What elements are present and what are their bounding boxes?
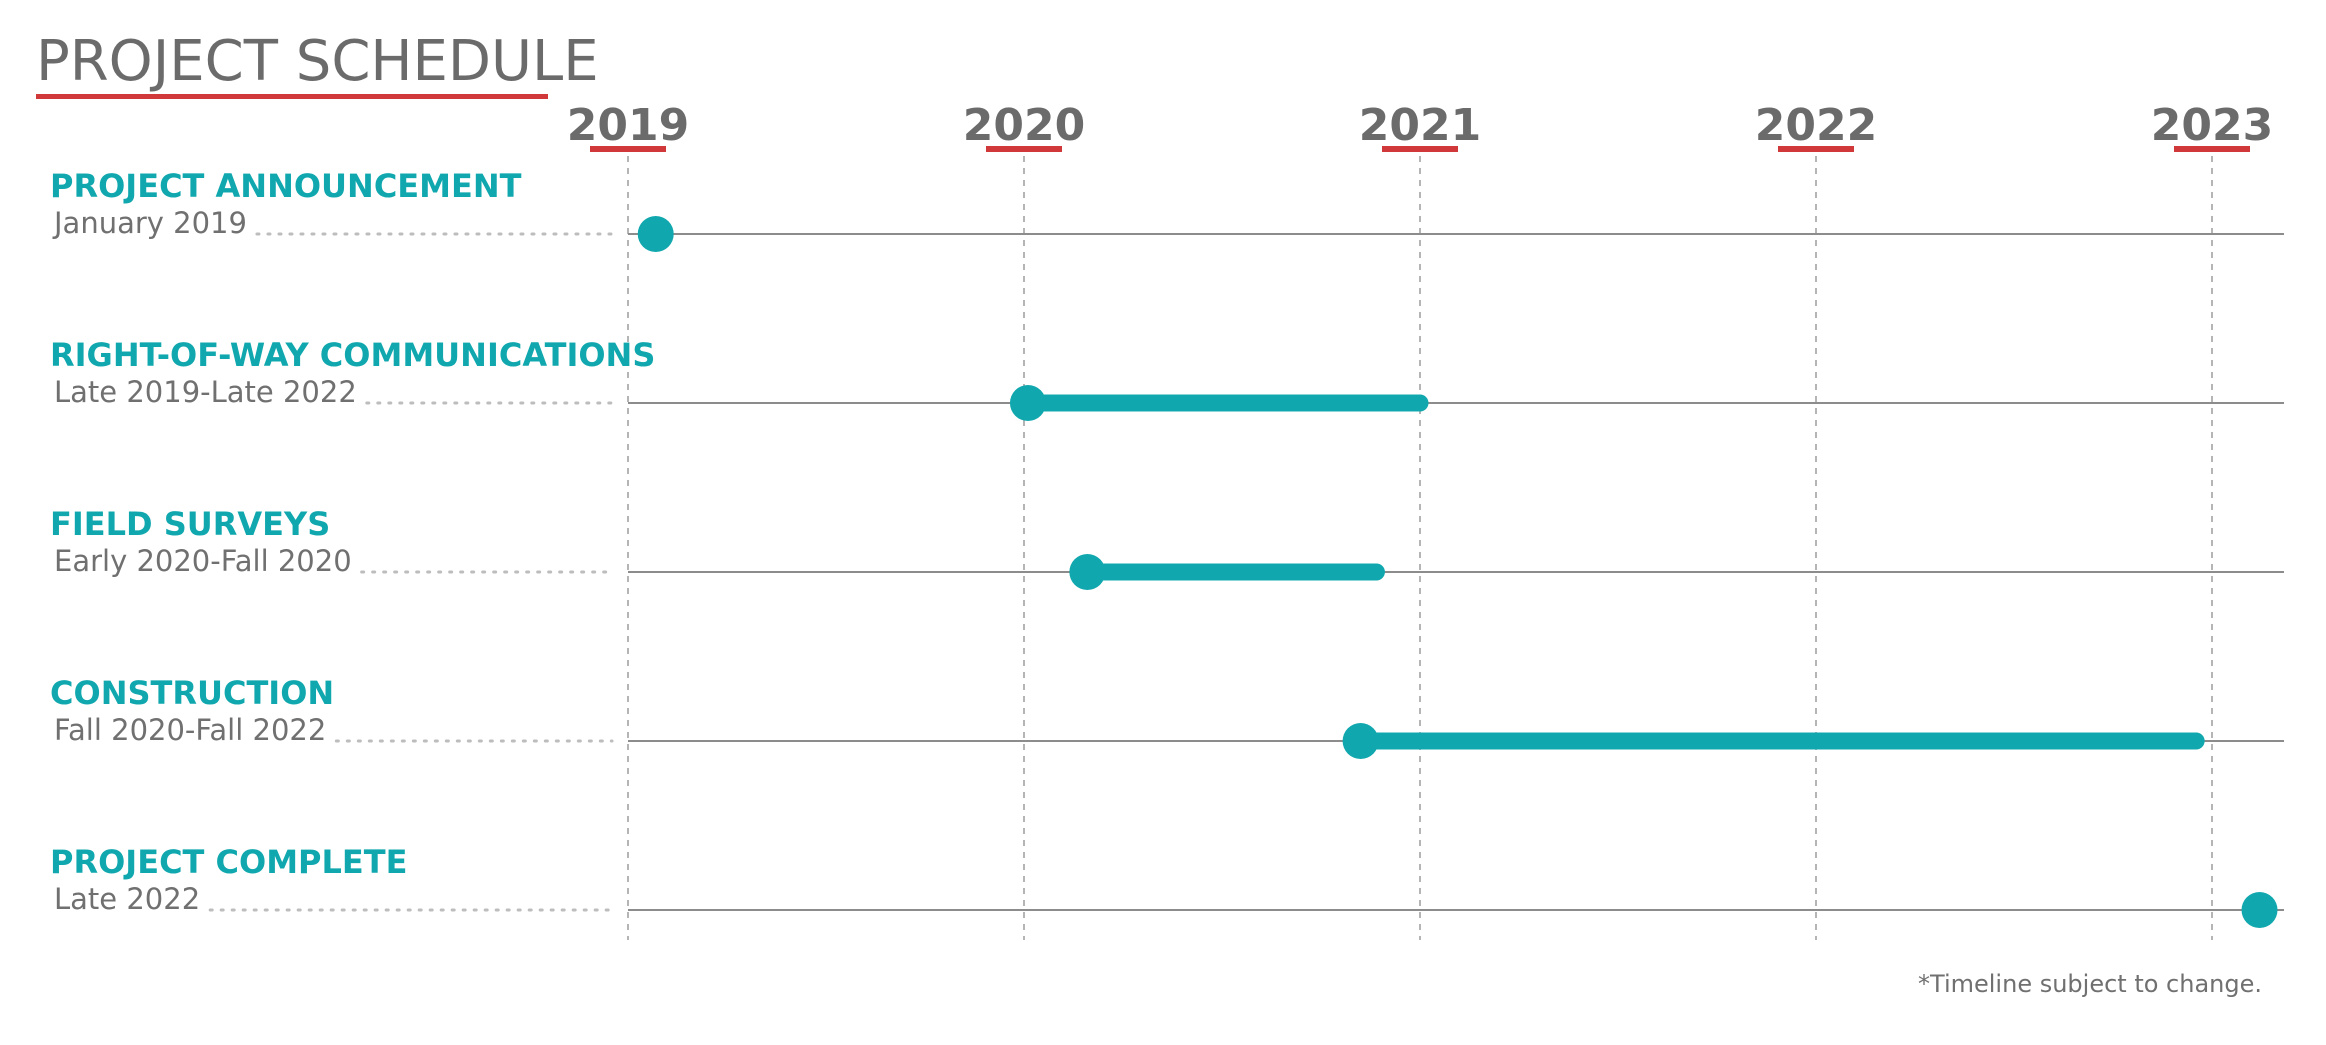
task-date-label: Late 2019-Late 2022 xyxy=(54,375,357,409)
task-name: CONSTRUCTION xyxy=(50,674,334,712)
task-name: PROJECT ANNOUNCEMENT xyxy=(50,167,522,205)
year-label-2023: 2023 xyxy=(2151,100,2273,151)
year-underline-2021 xyxy=(1382,146,1458,152)
task-date-label: Early 2020-Fall 2020 xyxy=(54,544,352,578)
task-name: RIGHT-OF-WAY COMMUNICATIONS xyxy=(50,336,655,374)
task-date-label: January 2019 xyxy=(52,206,247,240)
chart-title: PROJECT SCHEDULE xyxy=(36,29,599,94)
year-label-2019: 2019 xyxy=(567,100,689,151)
task-date-label: Fall 2020-Fall 2022 xyxy=(54,713,326,747)
year-axis: 2019 2020 2021 2022 2023 xyxy=(567,100,2273,152)
year-label-2022: 2022 xyxy=(1755,100,1877,151)
year-label-2021: 2021 xyxy=(1359,100,1481,151)
start-marker xyxy=(1342,723,1379,759)
year-underline-2023 xyxy=(2174,146,2250,152)
task-name: PROJECT COMPLETE xyxy=(50,843,407,881)
year-underline-2020 xyxy=(986,146,1062,152)
year-underline-2022 xyxy=(1778,146,1854,152)
start-marker xyxy=(2241,892,2278,928)
start-marker xyxy=(1069,554,1106,590)
year-underline-2019 xyxy=(590,146,666,152)
start-marker xyxy=(1009,385,1046,421)
year-label-2020: 2020 xyxy=(963,100,1085,151)
timeline-note: *Timeline subject to change. xyxy=(1918,970,2262,998)
title-underline xyxy=(36,94,548,99)
gridlines xyxy=(627,156,2213,940)
task-date-label: Late 2022 xyxy=(54,882,200,916)
start-marker xyxy=(637,216,674,252)
task-name: FIELD SURVEYS xyxy=(50,505,330,543)
